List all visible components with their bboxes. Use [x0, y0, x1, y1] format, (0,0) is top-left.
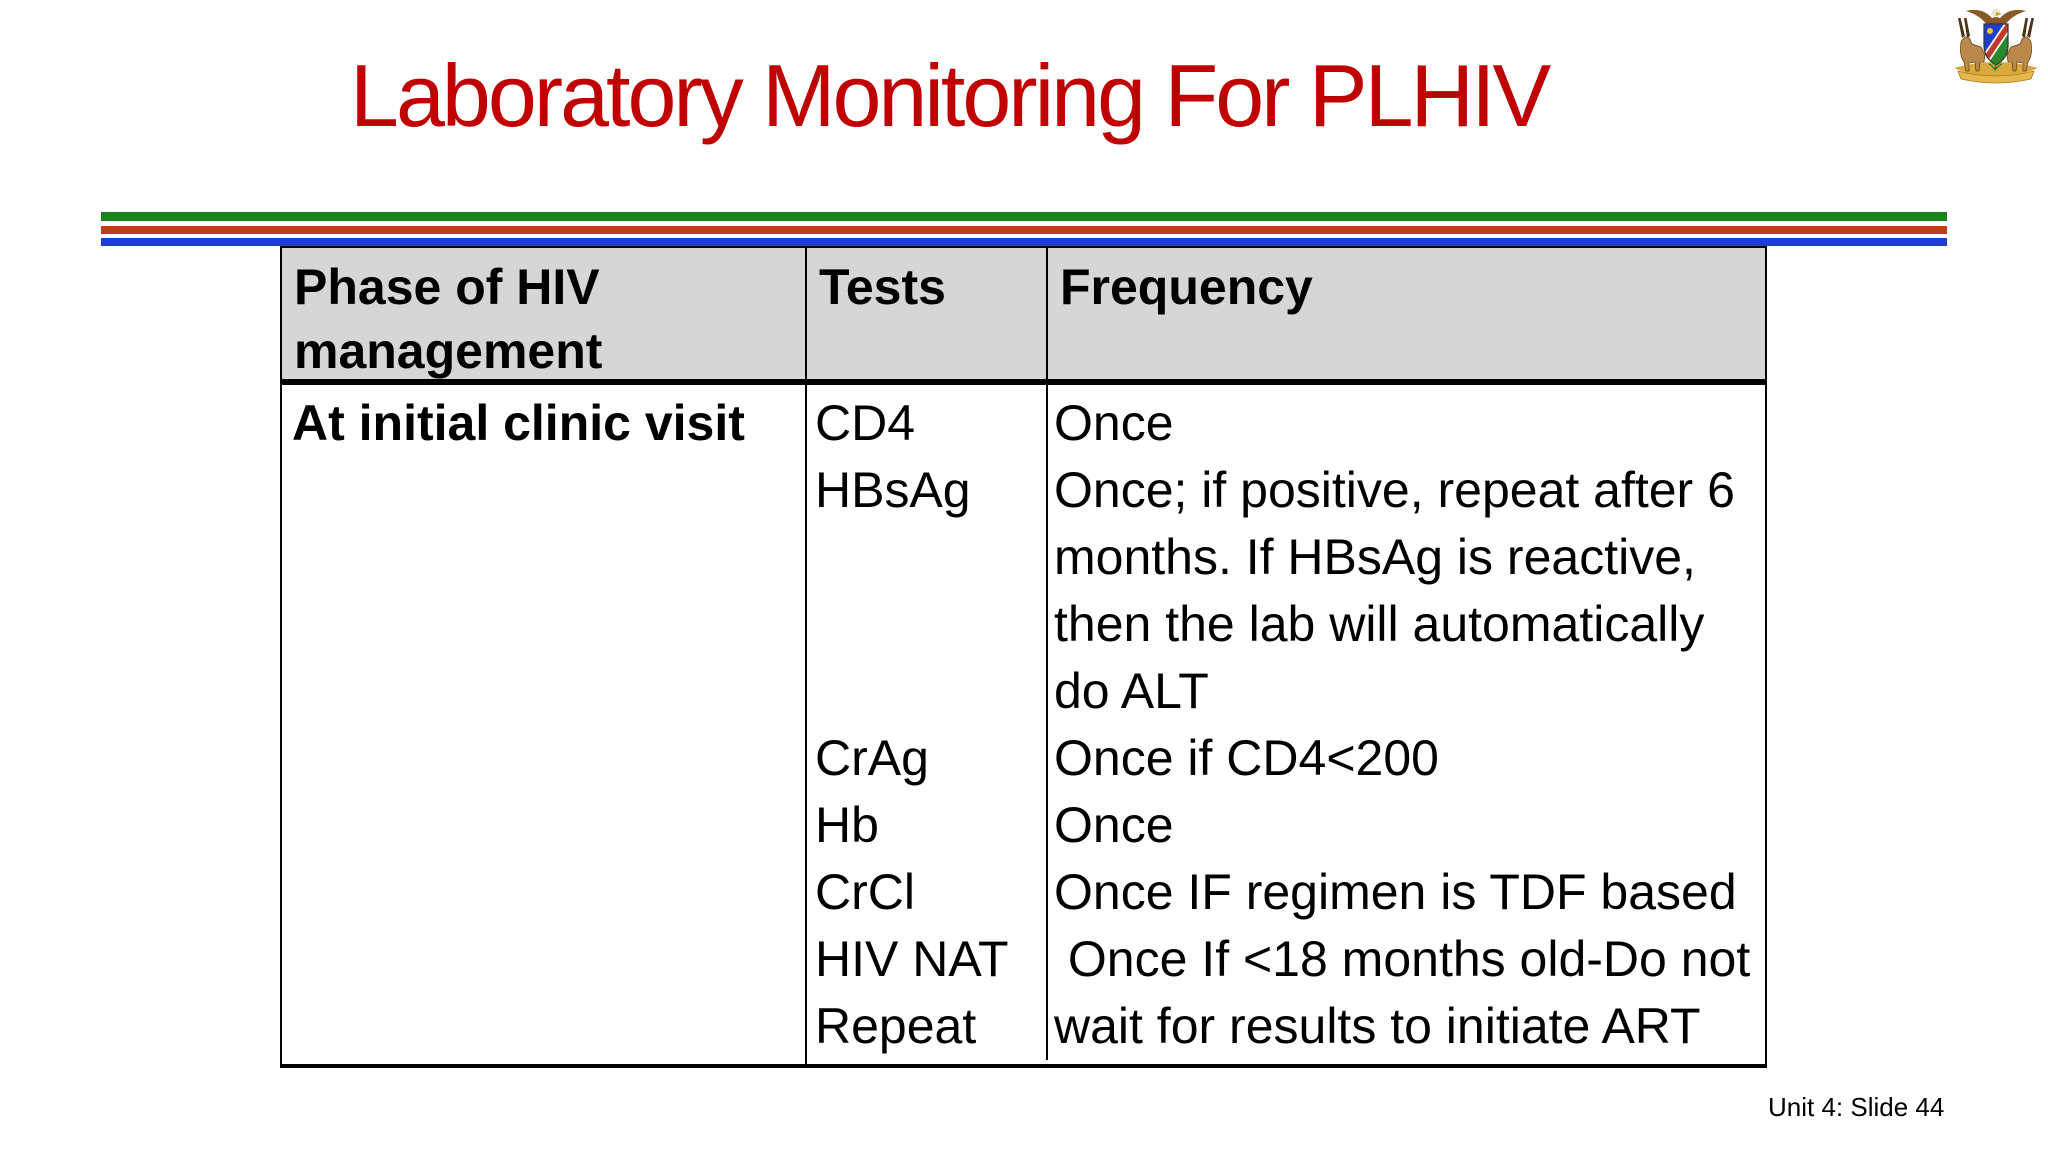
test-name: CrCl: [807, 859, 1048, 926]
test-name: HBsAg: [807, 457, 1048, 725]
test-name: CD4: [807, 385, 1048, 457]
frequency-value: Once: [1054, 797, 1174, 853]
test-name: HIV NAT Repeat: [807, 926, 1048, 1060]
test-name: CrAg: [807, 725, 1048, 792]
frequency-value: Once: [1054, 395, 1174, 451]
column-header-phase: Phase of HIV management: [282, 248, 807, 379]
table-row: CD4 Once: [807, 385, 1765, 457]
lab-monitoring-table: Phase of HIV management Tests Frequency …: [280, 246, 1767, 1068]
table-body-row: At initial clinic visit CD4 Once HBsAg O…: [282, 385, 1765, 1064]
table-row: CrAg Once if CD4<200: [807, 725, 1765, 792]
table-row: HBsAg Once; if positive, repeat after 6 …: [807, 457, 1765, 725]
frequency-value: Once; if positive, repeat after 6 months…: [1054, 462, 1735, 719]
frequency-value: Once If <18 months old-Do not wait for r…: [1054, 931, 1751, 1054]
frequency-value: Once if CD4<200: [1054, 730, 1439, 786]
test-name: Hb: [807, 792, 1048, 859]
test-frequency-list: CD4 Once HBsAg Once; if positive, repeat…: [807, 385, 1765, 1064]
table-header-row: Phase of HIV management Tests Frequency: [282, 248, 1765, 385]
column-header-frequency: Frequency: [1060, 259, 1313, 315]
slide-number: Unit 4: Slide 44: [1768, 1092, 1945, 1122]
page-title: Laboratory Monitoring For PLHIV: [350, 46, 1551, 145]
column-header-tests: Tests: [807, 248, 1048, 379]
divider-stripe-green: [101, 212, 1947, 221]
divider-stripe-blue: [101, 238, 1947, 246]
table-row: CrCl Once IF regimen is TDF based: [807, 859, 1765, 926]
table-row: Hb Once: [807, 792, 1765, 859]
namibia-coat-of-arms-icon: [1948, 2, 2044, 84]
coat-of-arms-svg: [1954, 8, 2038, 84]
table-row: HIV NAT Repeat Once If <18 months old-Do…: [807, 926, 1765, 1060]
frequency-value: Once IF regimen is TDF based: [1054, 864, 1737, 920]
divider-stripe-red: [101, 226, 1947, 234]
phase-cell: At initial clinic visit: [282, 385, 807, 1064]
